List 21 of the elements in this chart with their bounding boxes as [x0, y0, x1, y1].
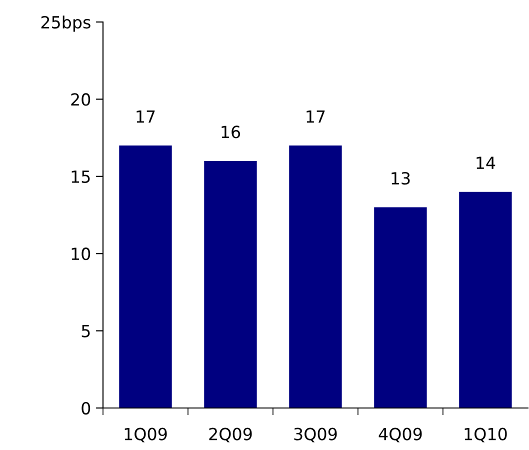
bar — [119, 146, 172, 408]
x-tick-label: 1Q10 — [464, 428, 507, 442]
x-tick-label: 2Q09 — [209, 428, 252, 442]
bar — [374, 207, 427, 408]
data-label: 13 — [392, 172, 410, 185]
y-tick-label: 5 — [82, 324, 90, 338]
bar — [459, 192, 512, 408]
y-tick-label: 25bps — [41, 16, 90, 32]
x-tick-label: 3Q09 — [294, 428, 337, 442]
data-label: 14 — [476, 156, 496, 169]
y-tick-label: 10 — [72, 248, 90, 260]
data-label: 17 — [306, 110, 325, 123]
y-tick-label: 20 — [71, 93, 90, 106]
x-tick-label: 1Q09 — [124, 428, 167, 442]
y-tick-label: 0 — [82, 402, 90, 415]
data-label: 16 — [222, 126, 240, 138]
bar — [204, 160, 257, 408]
bar — [289, 146, 342, 408]
y-tick-label: 15 — [72, 170, 90, 183]
data-label: 17 — [136, 110, 155, 123]
x-tick-label: 4Q09 — [378, 428, 422, 442]
